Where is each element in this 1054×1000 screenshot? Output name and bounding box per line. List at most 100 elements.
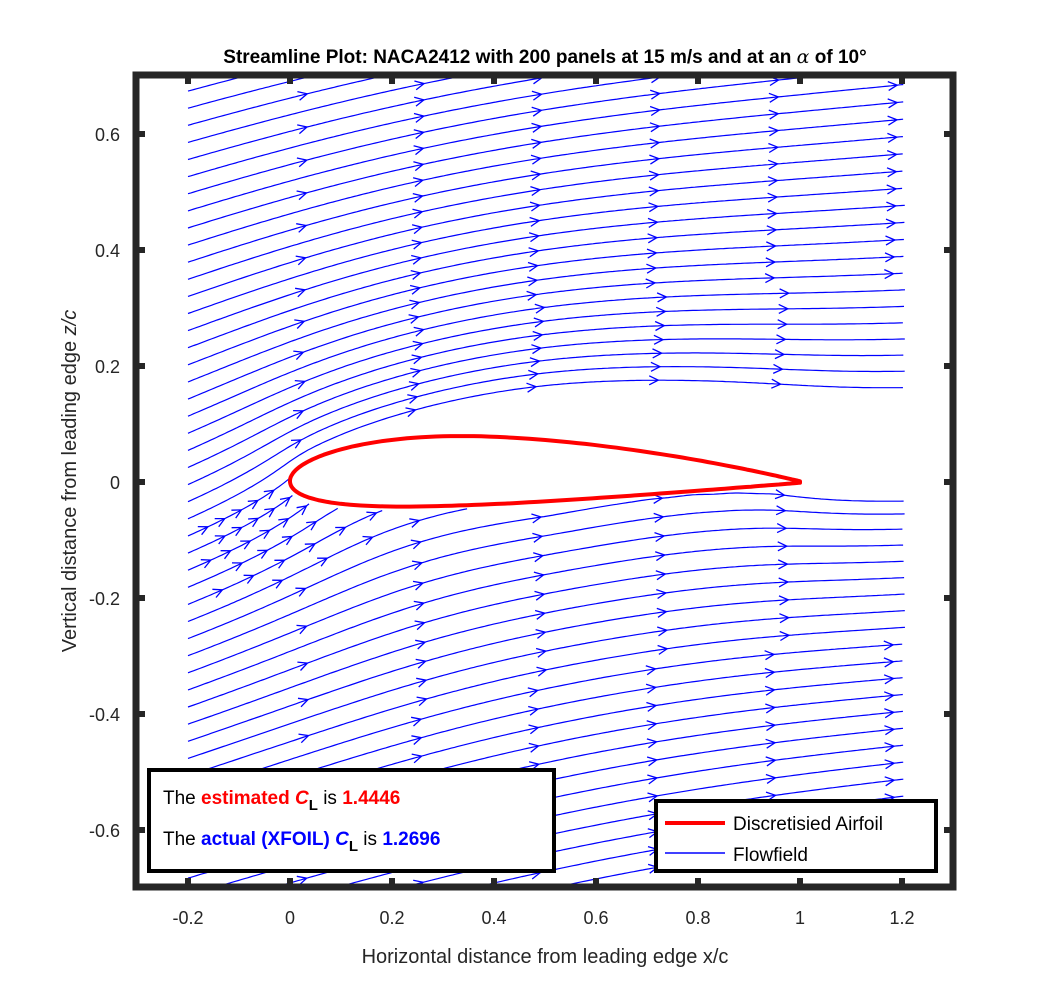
streamline-arrow (526, 382, 538, 393)
streamline-arrow (295, 587, 307, 597)
streamline-arrow (648, 375, 660, 386)
streamline-arrow (412, 192, 424, 203)
streamline-arrow (281, 535, 294, 546)
streamline-arrow (886, 184, 898, 195)
streamline-arrow (765, 756, 777, 767)
streamline-arrow (366, 511, 378, 521)
streamline-arrow (764, 685, 776, 696)
annotation-actual-value: 1.2696 (382, 829, 440, 850)
annotation-actual-word: actual (XFOIL) (201, 829, 330, 850)
streamline (187, 527, 903, 674)
streamline-arrow (274, 559, 286, 569)
streamline-arrow (776, 334, 787, 345)
annotation-is-2: is (363, 829, 377, 850)
streamline-arrow (647, 774, 659, 785)
streamline-arrow (768, 142, 780, 154)
streamline-arrow (648, 170, 661, 181)
streamline-arrow (416, 677, 428, 688)
streamline-arrow (416, 696, 428, 707)
streamline (187, 255, 904, 383)
streamline-arrow (413, 326, 425, 337)
streamline-arrow (414, 80, 426, 91)
annotation-cl-sub-1: L (309, 797, 318, 814)
streamline (187, 221, 905, 349)
streamline-arrow (528, 705, 540, 716)
streamline-arrow (413, 600, 426, 611)
streamline-arrow (648, 186, 660, 197)
streamline-arrow (296, 624, 308, 635)
streamline-arrow (532, 330, 544, 341)
y-tick-label: 0.4 (95, 241, 120, 261)
streamline-arrow (779, 288, 791, 299)
streamline-arrow (772, 363, 784, 374)
streamline-arrow (645, 278, 657, 289)
streamline-arrow (768, 109, 780, 120)
streamline-arrow (649, 89, 662, 100)
annotation-cl-symbol-2: C (335, 829, 349, 850)
streamline-arrow (214, 535, 227, 545)
streamline-arrow (297, 661, 309, 671)
streamline-arrow (887, 98, 899, 109)
streamline-arrow (197, 525, 210, 536)
streamline-arrow (646, 720, 658, 731)
streamline-arrow (885, 235, 897, 246)
streamline-arrow (777, 541, 789, 552)
streamline-arrow (778, 577, 790, 588)
annotation-estimated-value: 1.4446 (342, 788, 400, 809)
streamline-arrow (647, 792, 659, 803)
streamline-arrow (764, 273, 776, 284)
streamline-arrow (259, 529, 271, 540)
streamline-arrow (272, 579, 284, 589)
chart-title-suffix: of 10° (809, 47, 866, 68)
streamline-arrow (531, 106, 543, 117)
streamline-arrow (293, 350, 305, 361)
streamline-arrow (528, 232, 541, 243)
streamline-arrow (231, 562, 244, 572)
axis-ticks: -0.2 0 0.2 0.4 0.6 0.8 1 1.2 -0.6 -0.4 -0.2 0 0.2 0.4… (89, 75, 953, 928)
streamline (187, 305, 905, 434)
streamline-arrow (770, 0, 780, 1)
streamline-arrow (257, 549, 269, 559)
streamline-arrow (214, 517, 226, 528)
legend-flowfield-label: Flowfield (733, 845, 808, 866)
streamline-arrow (775, 505, 787, 516)
streamline-arrow (410, 539, 423, 550)
streamline-arrow (768, 92, 780, 103)
streamline (187, 577, 905, 725)
streamline-arrow (527, 261, 540, 272)
streamline-arrow (379, 23, 389, 32)
streamline-arrow (247, 499, 260, 510)
streamline-arrow (884, 776, 896, 787)
streamline-arrow (240, 540, 252, 550)
streamline-arrow (647, 217, 659, 228)
streamline-arrow (650, 361, 662, 372)
streamline-arrow (411, 224, 424, 235)
streamline-arrow (776, 523, 788, 534)
streamline-arrow (653, 334, 665, 345)
streamline-arrow (778, 595, 790, 606)
y-tick-label: 0.6 (95, 125, 120, 145)
streamline-arrow (656, 292, 668, 303)
x-tick-label: 0.6 (583, 908, 608, 928)
x-tick-label: -0.2 (172, 908, 203, 928)
streamline (187, 75, 391, 126)
streamline-arrow (884, 725, 896, 736)
streamline-arrow (530, 170, 542, 181)
streamline-arrow (884, 708, 896, 719)
streamline-arrow (656, 626, 669, 637)
streamline (187, 187, 903, 315)
streamline-arrow (534, 303, 546, 314)
streamline-arrow (411, 753, 424, 764)
streamline-arrow (411, 735, 423, 745)
streamline-arrow (306, 520, 318, 531)
streamline-arrow (411, 239, 423, 250)
streamline-arrow (533, 26, 543, 35)
annotation-cl-symbol-1: C (295, 788, 309, 809)
streamline-arrow (409, 284, 422, 295)
streamline-arrow (530, 185, 542, 197)
streamline-arrow (531, 122, 543, 133)
streamline-arrow (656, 588, 668, 600)
streamline (187, 610, 905, 759)
streamline (187, 118, 904, 246)
streamline-arrow (766, 241, 777, 252)
